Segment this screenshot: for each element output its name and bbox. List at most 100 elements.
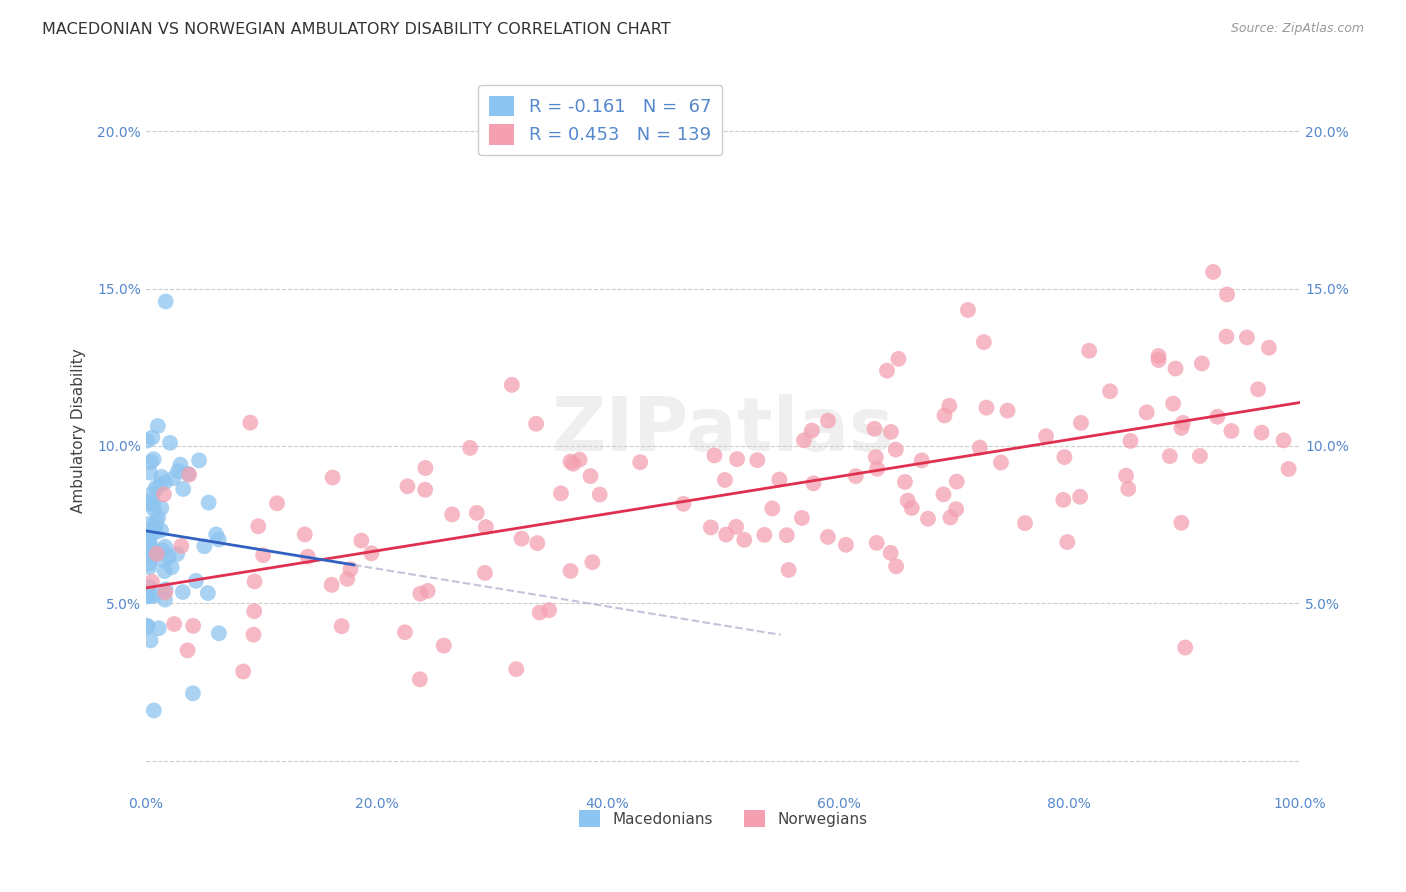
Point xyxy=(793,434,815,448)
Point xyxy=(150,543,173,558)
Point xyxy=(138,531,160,545)
Point xyxy=(136,517,159,532)
Point xyxy=(894,475,917,489)
Point xyxy=(322,470,344,484)
Point xyxy=(817,414,839,428)
Point xyxy=(143,520,166,534)
Point xyxy=(505,662,527,676)
Point xyxy=(243,574,266,589)
Point xyxy=(778,563,800,577)
Point xyxy=(205,527,228,541)
Point xyxy=(150,524,173,538)
Point xyxy=(139,589,162,603)
Point xyxy=(1278,462,1301,476)
Point xyxy=(1159,449,1181,463)
Point xyxy=(409,673,432,687)
Point xyxy=(1078,343,1101,358)
Point xyxy=(990,456,1012,470)
Point xyxy=(1220,424,1243,438)
Point xyxy=(1188,449,1211,463)
Point xyxy=(153,564,176,578)
Point xyxy=(339,562,361,576)
Point xyxy=(138,557,160,571)
Point xyxy=(475,520,498,534)
Point xyxy=(835,538,858,552)
Point xyxy=(172,482,194,496)
Point xyxy=(945,502,967,516)
Point xyxy=(934,409,956,423)
Point xyxy=(865,450,887,465)
Point xyxy=(1250,425,1272,440)
Point xyxy=(243,604,266,618)
Point xyxy=(148,621,170,635)
Point xyxy=(197,586,219,600)
Point xyxy=(1147,349,1170,363)
Point xyxy=(969,441,991,455)
Point xyxy=(474,566,496,580)
Point xyxy=(501,378,523,392)
Point xyxy=(350,533,373,548)
Point xyxy=(754,528,776,542)
Point xyxy=(176,643,198,657)
Point xyxy=(139,455,162,469)
Point xyxy=(628,455,651,469)
Point xyxy=(1035,429,1057,443)
Point xyxy=(879,546,901,560)
Point xyxy=(145,481,167,495)
Point xyxy=(208,626,231,640)
Point xyxy=(141,431,163,445)
Point xyxy=(1236,330,1258,344)
Point xyxy=(1098,384,1121,399)
Point xyxy=(139,497,162,511)
Point xyxy=(945,475,967,489)
Point xyxy=(136,533,159,547)
Point xyxy=(143,589,166,603)
Point xyxy=(149,477,172,491)
Point xyxy=(139,537,162,551)
Point xyxy=(247,519,270,533)
Point xyxy=(159,435,181,450)
Point xyxy=(1164,361,1187,376)
Point xyxy=(1171,416,1194,430)
Point xyxy=(146,510,169,524)
Point xyxy=(145,547,167,561)
Point xyxy=(866,462,889,476)
Point xyxy=(136,618,159,632)
Point xyxy=(562,457,585,471)
Point xyxy=(510,532,533,546)
Point xyxy=(167,464,190,478)
Point xyxy=(155,585,177,599)
Point xyxy=(672,497,695,511)
Point xyxy=(252,548,274,562)
Point xyxy=(232,665,254,679)
Point xyxy=(817,530,839,544)
Point xyxy=(181,619,204,633)
Point xyxy=(725,520,748,534)
Point xyxy=(700,520,723,534)
Point xyxy=(863,422,886,436)
Point xyxy=(145,525,167,540)
Point xyxy=(294,527,316,541)
Point xyxy=(761,501,783,516)
Point xyxy=(181,686,204,700)
Point xyxy=(538,603,561,617)
Point xyxy=(160,560,183,574)
Point xyxy=(242,628,264,642)
Point xyxy=(394,625,416,640)
Point xyxy=(1174,640,1197,655)
Point xyxy=(976,401,998,415)
Point xyxy=(956,303,979,318)
Point xyxy=(330,619,353,633)
Point xyxy=(169,458,191,472)
Point xyxy=(1053,450,1076,464)
Text: ZIPatlas: ZIPatlas xyxy=(551,393,894,467)
Point xyxy=(153,487,176,501)
Point xyxy=(145,514,167,528)
Point xyxy=(526,536,548,550)
Point xyxy=(1115,468,1137,483)
Point xyxy=(170,539,193,553)
Point xyxy=(714,473,737,487)
Point xyxy=(139,466,162,480)
Point xyxy=(973,335,995,350)
Point xyxy=(321,578,343,592)
